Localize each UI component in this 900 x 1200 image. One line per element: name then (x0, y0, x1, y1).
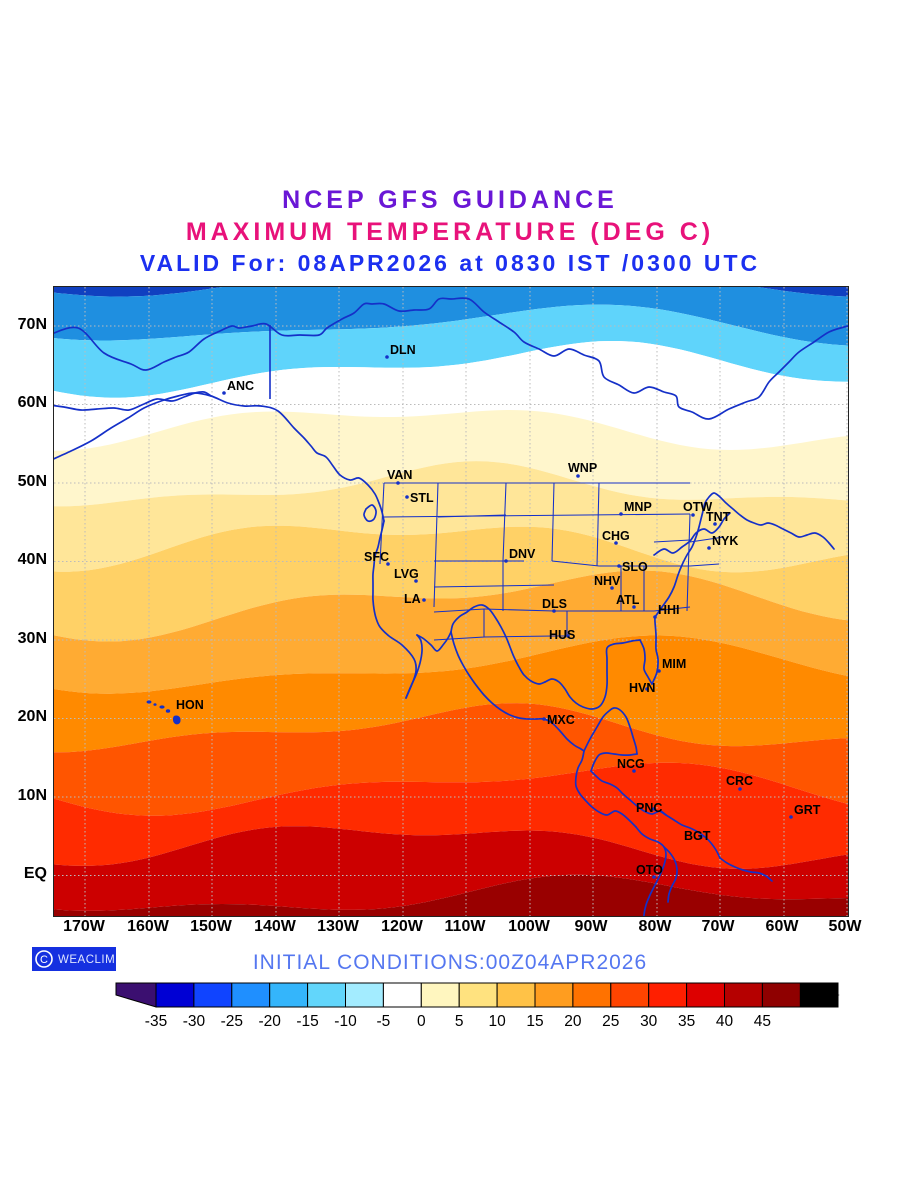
svg-text:WNP: WNP (568, 461, 597, 475)
svg-text:40: 40 (716, 1013, 734, 1030)
svg-text:-30: -30 (183, 1013, 206, 1030)
svg-text:LVG: LVG (394, 567, 419, 581)
svg-text:20: 20 (564, 1013, 582, 1030)
svg-text:10: 10 (488, 1013, 506, 1030)
svg-text:MIM: MIM (662, 657, 686, 671)
svg-text:SFC: SFC (364, 550, 389, 564)
svg-text:HUS: HUS (549, 628, 575, 642)
svg-text:CHG: CHG (602, 529, 630, 543)
svg-text:HON: HON (176, 698, 204, 712)
svg-text:35: 35 (678, 1013, 695, 1030)
svg-text:5: 5 (455, 1013, 464, 1030)
svg-text:HVN: HVN (629, 681, 655, 695)
svg-text:PNC: PNC (636, 801, 662, 815)
svg-text:NCG: NCG (617, 757, 645, 771)
svg-text:0: 0 (417, 1013, 426, 1030)
svg-text:MXC: MXC (547, 713, 575, 727)
svg-text:DNV: DNV (509, 547, 536, 561)
svg-text:CRC: CRC (726, 774, 753, 788)
svg-text:SLO: SLO (622, 560, 648, 574)
svg-text:GRT: GRT (794, 803, 821, 817)
svg-text:NYK: NYK (712, 534, 738, 548)
svg-text:DLN: DLN (390, 343, 416, 357)
svg-text:NHV: NHV (594, 574, 621, 588)
svg-text:STL: STL (410, 491, 434, 505)
svg-text:VAN: VAN (387, 468, 412, 482)
svg-text:DLS: DLS (542, 597, 567, 611)
svg-text:MNP: MNP (624, 500, 652, 514)
svg-text:ATL: ATL (616, 593, 640, 607)
svg-text:-5: -5 (377, 1013, 391, 1030)
svg-text:LA: LA (404, 592, 421, 606)
svg-text:HHI: HHI (658, 603, 680, 617)
svg-text:30: 30 (640, 1013, 658, 1030)
svg-text:ANC: ANC (227, 379, 254, 393)
svg-text:BGT: BGT (684, 829, 711, 843)
svg-text:45: 45 (754, 1013, 771, 1030)
svg-text:25: 25 (602, 1013, 619, 1030)
svg-text:TNT: TNT (706, 510, 731, 524)
svg-text:-20: -20 (258, 1013, 281, 1030)
svg-text:OTO: OTO (636, 863, 663, 877)
svg-text:-15: -15 (296, 1013, 318, 1030)
svg-text:-35: -35 (145, 1013, 167, 1030)
svg-text:15: 15 (526, 1013, 543, 1030)
svg-text:-10: -10 (334, 1013, 357, 1030)
svg-text:-25: -25 (221, 1013, 243, 1030)
